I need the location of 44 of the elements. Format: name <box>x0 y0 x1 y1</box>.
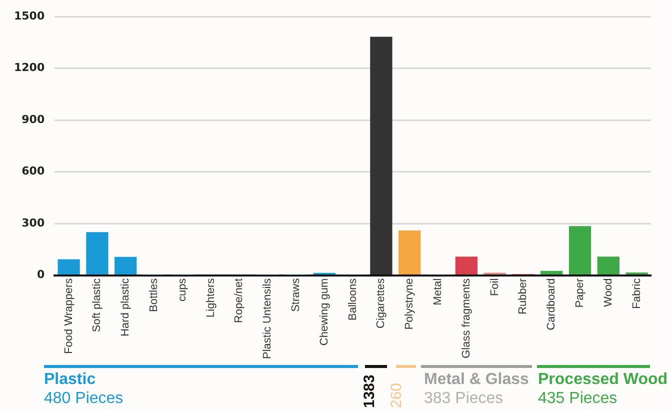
x-tick-label: Chewing gum <box>318 278 330 346</box>
text: 260 <box>388 382 406 408</box>
bar <box>58 259 80 275</box>
text: 480 Pieces <box>44 390 124 408</box>
x-tick-label: Foil <box>488 278 501 296</box>
y-tick-label: 900 <box>22 112 45 126</box>
x-tick-label: Rubber <box>517 278 530 314</box>
bar <box>540 270 563 275</box>
y-tick-label: 1500 <box>14 9 45 22</box>
text: Plastic <box>44 371 96 389</box>
x-tick-label: Fabric <box>630 278 643 309</box>
bar <box>114 256 137 275</box>
text: Metal & Glass <box>424 371 529 389</box>
x-tick-label: Bottles <box>148 278 160 312</box>
bar <box>398 230 421 275</box>
y-tick-label: 600 <box>22 164 45 178</box>
text: 1383 <box>361 374 379 408</box>
x-tick-label: Straws <box>290 278 302 312</box>
text: 435 Pieces <box>538 390 618 408</box>
x-tick-label: Metal <box>432 278 444 306</box>
x-tick-label: cups <box>176 278 188 302</box>
x-tick-label: Balloons <box>346 278 359 321</box>
bar <box>86 232 108 275</box>
x-tick-label: Paper <box>574 278 586 308</box>
x-tick-label: Soft plastic <box>91 278 104 332</box>
y-tick-label: 1200 <box>14 61 45 74</box>
text: 383 Pieces <box>424 390 504 408</box>
bar <box>370 36 392 275</box>
text: Processed Wood <box>538 371 668 389</box>
y-tick-label: 0 <box>36 268 45 282</box>
x-tick-label: Food Wrappers <box>62 278 75 354</box>
x-tick-label: Cardboard <box>546 278 558 330</box>
x-tick-label: Lighters <box>204 278 217 318</box>
x-tick-label: Plastic Untensils <box>262 278 274 360</box>
x-tick-label: Polystryne <box>404 278 416 330</box>
x-tick-label: Glass fragments <box>460 278 472 358</box>
x-tick-label: Cigarettes <box>375 278 388 328</box>
bar <box>568 226 592 275</box>
x-tick-label: Hard plastic <box>120 278 132 336</box>
x-tick-label: Wood <box>602 278 614 307</box>
y-tick-label: 300 <box>22 216 45 230</box>
bar <box>597 256 620 275</box>
x-tick-label: Rope/net <box>233 278 246 323</box>
bar <box>455 256 478 275</box>
